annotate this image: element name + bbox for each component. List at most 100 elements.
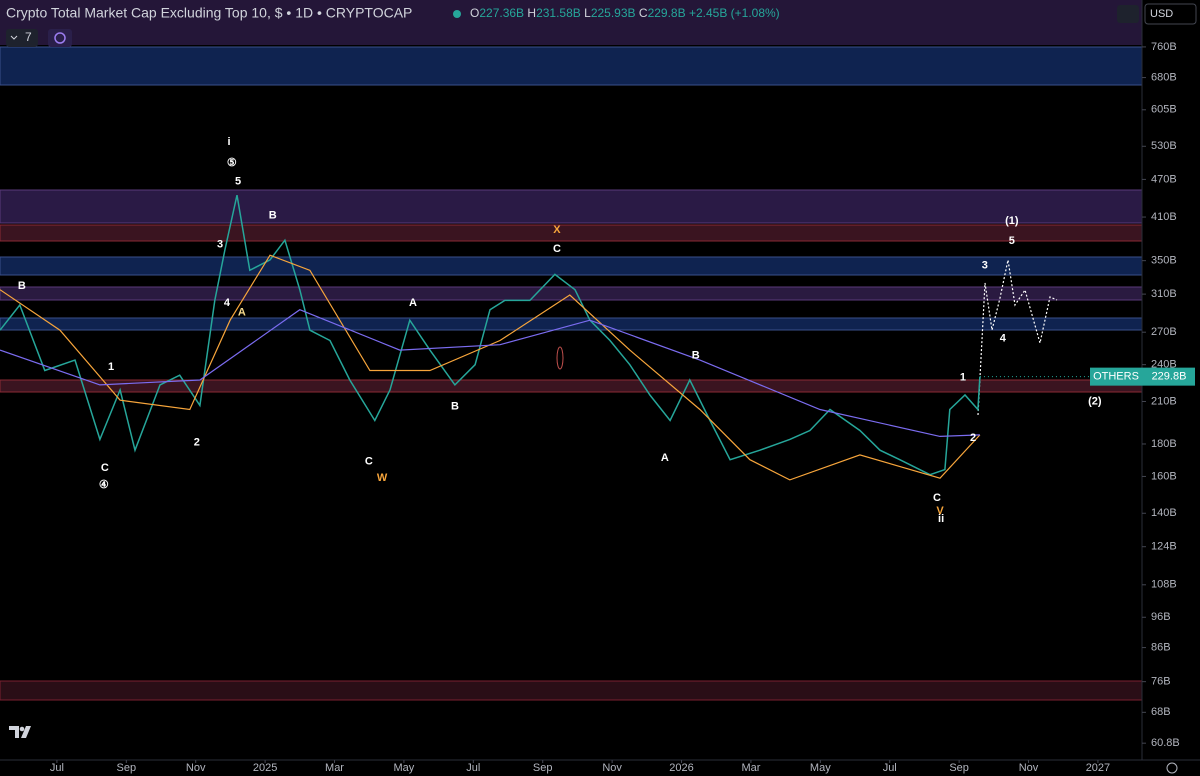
- zone: [0, 0, 1142, 45]
- x-tick-label: Sep: [949, 762, 969, 774]
- wave-label: B: [451, 401, 459, 413]
- wave-label: 5: [235, 176, 241, 188]
- y-tick-label: 160B: [1151, 470, 1177, 482]
- ohlc-label: L: [584, 6, 591, 20]
- wave-label: 1: [108, 361, 114, 373]
- x-tick-label: Nov: [1019, 762, 1039, 774]
- wave-label: 2: [194, 436, 200, 448]
- wave-label: 3: [217, 239, 223, 251]
- sync-icon: [54, 32, 66, 44]
- x-tick-label: Mar: [325, 762, 344, 774]
- zone: [0, 286, 1143, 301]
- wave-label: ⑤: [227, 157, 237, 169]
- y-tick-label: 60.8B: [1151, 737, 1180, 749]
- indicator-count: 7: [25, 30, 32, 44]
- ohlc: O227.36B H231.58B L225.93B C229.8B +2.45…: [470, 6, 780, 20]
- wave-label: 4: [1000, 332, 1007, 344]
- y-tick-label: 76B: [1151, 676, 1171, 688]
- symbol-label: OTHERS: [1093, 371, 1139, 383]
- wave-label: A: [238, 306, 246, 318]
- symbol-tag: [1090, 367, 1143, 386]
- zone: [0, 46, 1143, 86]
- x-tick-label: 2025: [253, 762, 277, 774]
- x-tick-label: Nov: [602, 762, 622, 774]
- zone: [0, 680, 1143, 701]
- ohlc-label: O: [470, 6, 479, 20]
- wave-label: C: [101, 462, 109, 474]
- y-tick-label: 180B: [1151, 438, 1177, 450]
- y-tick-label: 140B: [1151, 507, 1177, 519]
- change: +2.45B (+1.08%): [689, 6, 780, 20]
- x-tick-label: Sep: [533, 762, 553, 774]
- y-tick-label: 410B: [1151, 211, 1177, 223]
- ohlc-label: C: [639, 6, 648, 20]
- wave-label: B: [269, 210, 277, 222]
- logo-dot: [19, 726, 25, 732]
- x-tick-label: May: [394, 762, 415, 774]
- wave-label: V: [936, 505, 944, 517]
- y-tick-label: 470B: [1151, 173, 1177, 185]
- y-tick-label: 530B: [1151, 140, 1177, 152]
- wave-label: W: [377, 472, 388, 484]
- chart-title: Crypto Total Market Cap Excluding Top 10…: [6, 5, 412, 21]
- y-tick-label: 210B: [1151, 395, 1177, 407]
- x-tick-label: Sep: [117, 762, 137, 774]
- x-tick-label: 2027: [1086, 762, 1110, 774]
- wave-label: X: [553, 224, 561, 236]
- settings-button[interactable]: [1117, 5, 1139, 23]
- wave-label: A: [661, 452, 669, 464]
- x-tick-label: Jul: [466, 762, 480, 774]
- ohlc-value: 227.36B: [479, 6, 524, 20]
- wave-label: (1): [1005, 215, 1019, 227]
- x-tick-label: May: [810, 762, 831, 774]
- y-tick-label: 760B: [1151, 41, 1177, 53]
- zone: [0, 224, 1143, 242]
- y-tick-label: 680B: [1151, 71, 1177, 83]
- y-tick-label: 68B: [1151, 706, 1171, 718]
- sync-button[interactable]: [48, 29, 72, 47]
- ohlc-value: 231.58B: [536, 6, 581, 20]
- ohlc-value: 225.93B: [591, 6, 636, 20]
- wave-label: 1: [960, 372, 966, 384]
- wave-label: C: [553, 243, 561, 255]
- logo-mark: [9, 726, 31, 738]
- marker: [556, 346, 564, 370]
- currency-button[interactable]: [1144, 3, 1197, 25]
- y-tick-label: 124B: [1151, 541, 1177, 553]
- ohlc-label: H: [527, 6, 536, 20]
- zone: [0, 317, 1143, 331]
- y-tick-label: 350B: [1151, 255, 1177, 267]
- projection: [977, 259, 1058, 416]
- wave-label: (2): [1088, 395, 1102, 407]
- x-tick-label: Mar: [741, 762, 760, 774]
- ohlc-value: 229.8B: [648, 6, 686, 20]
- y-tick-label: 270B: [1151, 326, 1177, 338]
- y-tick-label: 240B: [1151, 359, 1177, 371]
- wave-label: i: [227, 136, 230, 148]
- zones: [0, 0, 1143, 701]
- wave-label: 5: [1009, 235, 1015, 247]
- wave-label: B: [18, 280, 26, 292]
- price-axis: [1142, 0, 1200, 776]
- wave-label: C: [365, 455, 373, 467]
- status-dot: [453, 10, 461, 18]
- settings-icon[interactable]: [1166, 762, 1178, 774]
- logo: [9, 726, 31, 738]
- x-tick-label: 2026: [669, 762, 693, 774]
- x-tick-label: Jul: [50, 762, 64, 774]
- x-tick-label: Jul: [883, 762, 897, 774]
- price-tag: [1143, 367, 1195, 386]
- wave-label: ④: [99, 479, 109, 491]
- currency: USD: [1150, 8, 1173, 20]
- y-tick-label: 86B: [1151, 641, 1171, 653]
- moving-average: [0, 254, 981, 481]
- zone: [0, 189, 1143, 224]
- y-tick-label: 605B: [1151, 104, 1177, 116]
- x-tick-label: Nov: [186, 762, 206, 774]
- price-label: 229.8B: [1152, 371, 1187, 383]
- wave-label: ii: [938, 513, 944, 525]
- zone: [0, 256, 1143, 276]
- indicator-toggle[interactable]: [6, 29, 38, 47]
